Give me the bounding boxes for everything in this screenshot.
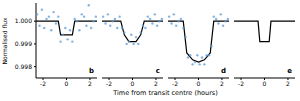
- svg-text:0: 0: [65, 80, 69, 87]
- svg-text:0: 0: [131, 80, 135, 87]
- svg-text:-2: -2: [106, 80, 112, 87]
- html-text:c: c: [155, 67, 160, 75]
- html-text:Time from transit centre (hour: Time from transit centre (hours): [113, 89, 218, 97]
- svg-text:1.000: 1.000: [15, 17, 32, 24]
- svg-text:0: 0: [263, 80, 267, 87]
- svg-text:2: 2: [154, 80, 158, 87]
- svg-text:0.999: 0.999: [15, 40, 32, 47]
- svg-text:2: 2: [88, 80, 92, 87]
- svg-text:-2: -2: [40, 80, 46, 87]
- html-text:d: d: [221, 67, 226, 75]
- svg-text:-2: -2: [238, 80, 244, 87]
- svg-text:0.998: 0.998: [15, 63, 32, 70]
- html-text:b: b: [89, 67, 94, 75]
- html-text:e: e: [287, 67, 292, 75]
- svg-text:0: 0: [197, 80, 201, 87]
- svg-text:-2: -2: [172, 80, 178, 87]
- html-text:Normalised flux: Normalised flux: [0, 17, 8, 64]
- svg-text:2: 2: [286, 80, 290, 87]
- svg-text:2: 2: [220, 80, 224, 87]
